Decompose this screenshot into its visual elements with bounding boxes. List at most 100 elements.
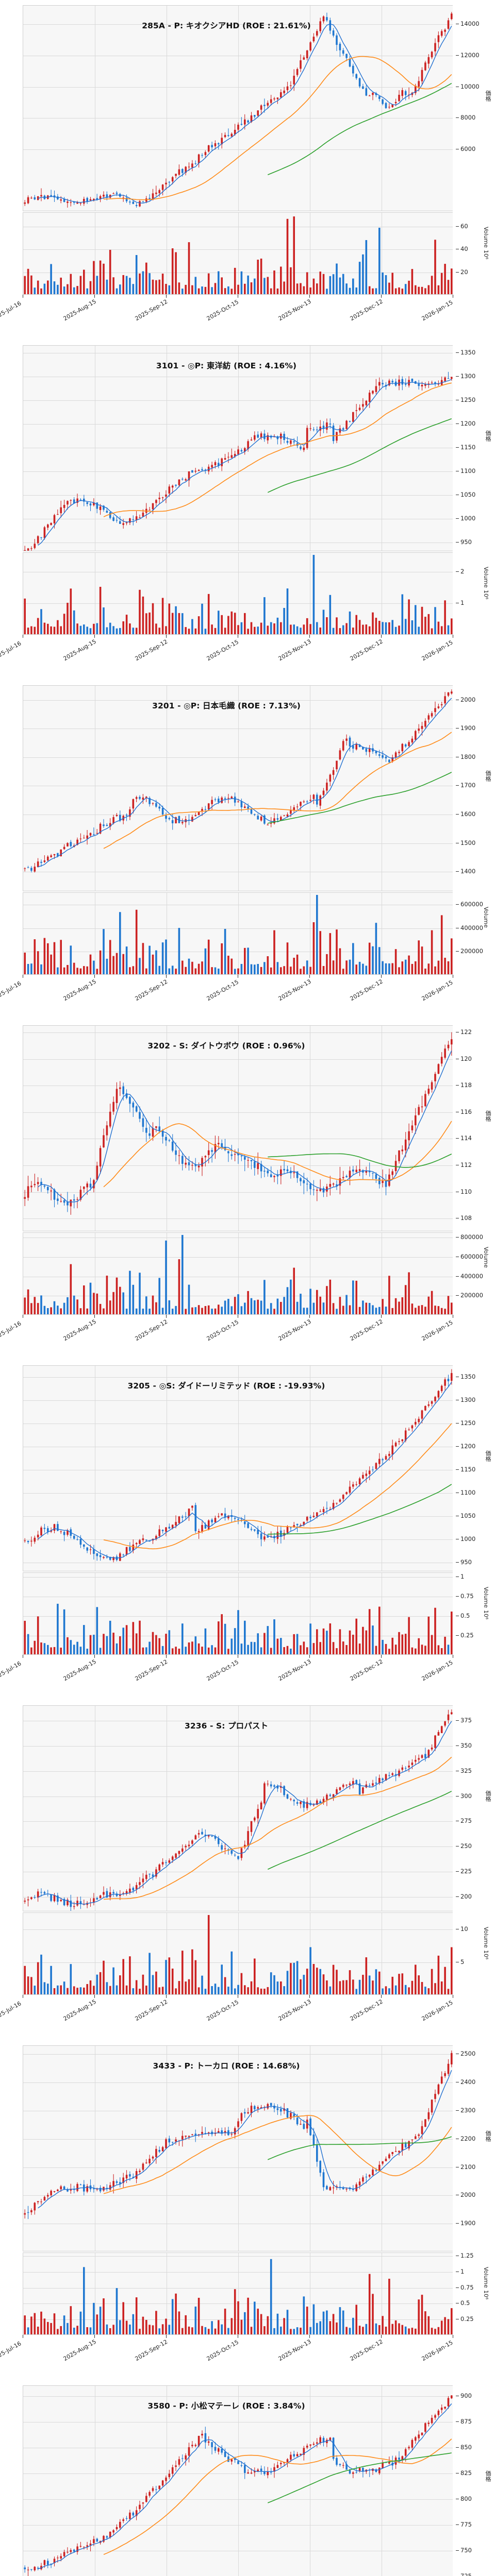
x-tick-label: 2025-Oct-15 xyxy=(205,1658,240,1683)
x-tick-mark xyxy=(309,295,310,298)
x-tick-mark xyxy=(94,2335,95,2338)
price-gridline xyxy=(23,757,453,758)
x-tick-mark xyxy=(166,1655,167,1658)
x-tick-label: 2025-Aug-15 xyxy=(62,1658,97,1683)
volume-tick-label: 200000 xyxy=(456,1292,483,1299)
price-tick-value: 1200 xyxy=(460,1443,476,1450)
tick-mark-icon xyxy=(456,904,459,905)
price-tick-label: 110 xyxy=(456,1188,472,1195)
x-tick-label: 2025-Oct-15 xyxy=(205,638,240,663)
ma5-line xyxy=(38,2070,452,2209)
x-tick-label: 2025-Jul-16 xyxy=(0,300,23,323)
stock-chart-3236: 3236 - S: プロパスト 200 225 250 275 300 325 350 375 5… xyxy=(0,1700,495,2040)
price-gridline xyxy=(23,1400,453,1401)
x-tick-label: 2025-Nov-13 xyxy=(277,1658,312,1683)
price-tick-value: 1250 xyxy=(460,396,476,403)
x-tick-mark xyxy=(381,975,382,978)
price-gridline-vertical xyxy=(238,2046,239,2251)
price-tick-value: 375 xyxy=(460,1717,472,1724)
price-tick-label: 375 xyxy=(456,1717,472,1724)
tick-mark-icon xyxy=(456,1469,459,1470)
tick-mark-icon xyxy=(456,1237,459,1238)
price-tick-label: 12000 xyxy=(456,52,480,59)
volume-tick-label: 0.75 xyxy=(456,2284,474,2291)
x-tick-label: 2025-Nov-13 xyxy=(277,638,312,663)
x-tick-mark xyxy=(381,1655,382,1658)
price-tick-label: 900 xyxy=(456,2392,472,2399)
price-tick-value: 2300 xyxy=(460,2107,476,2114)
price-tick-label: 1100 xyxy=(456,1489,475,1496)
price-panel xyxy=(23,685,453,891)
volume-tick-label: 40 xyxy=(456,245,468,252)
volume-tick-label: 0.25 xyxy=(456,1632,474,1639)
price-tick-value: 1150 xyxy=(460,443,476,451)
tick-mark-icon xyxy=(456,1138,459,1139)
price-tick-label: 1250 xyxy=(456,396,475,403)
volume-tick-label: 2 xyxy=(456,568,464,575)
price-panel xyxy=(23,1705,453,1911)
x-tick-label: 2025-Sep-12 xyxy=(134,978,169,1003)
ma5-line xyxy=(38,379,452,546)
volume-axis-label: Volume xyxy=(483,907,489,928)
price-tick-label: 2100 xyxy=(456,2163,475,2171)
price-gridline xyxy=(23,1059,453,1060)
candlestick-series xyxy=(24,1709,453,1911)
volume-tick-label: 400000 xyxy=(456,924,483,931)
price-tick-value: 1100 xyxy=(460,1489,476,1497)
price-gridline xyxy=(23,2525,453,2526)
ma25-line xyxy=(103,1756,452,1900)
price-panel xyxy=(23,1025,453,1231)
price-tick-value: 300 xyxy=(460,1792,472,1800)
price-tick-value: 1350 xyxy=(460,348,476,356)
tick-mark-icon xyxy=(456,447,459,448)
x-tick-label: 2025-Nov-13 xyxy=(277,978,312,1003)
tick-mark-icon xyxy=(456,2550,459,2551)
x-tick-label: 2025-Oct-15 xyxy=(205,1318,240,1343)
volume-panel xyxy=(23,2252,453,2335)
price-tick-label: 750 xyxy=(456,2547,472,2554)
price-tick-label: 120 xyxy=(456,1055,472,1062)
price-axis-label: 価格 xyxy=(485,2470,491,2482)
price-tick-value: 875 xyxy=(460,2418,472,2425)
volume-gridline xyxy=(23,1257,453,1258)
price-panel xyxy=(23,2385,453,2576)
x-tick-label: 2025-Sep-12 xyxy=(134,298,169,323)
x-tick-label: 2026-Jan-15 xyxy=(420,979,454,1003)
price-tick-value: 2200 xyxy=(460,2134,476,2142)
volume-gridline-vertical xyxy=(238,1233,239,1314)
price-tick-label: 1300 xyxy=(456,372,475,380)
tick-mark-icon xyxy=(456,2110,459,2111)
price-axis-label: 価格 xyxy=(485,1790,491,1802)
volume-gridline-vertical xyxy=(238,893,239,974)
tick-mark-icon xyxy=(456,423,459,424)
chart-title: 3580 - P: 小松マテーレ (ROE : 3.84%) xyxy=(147,2401,305,2411)
price-tick-label: 250 xyxy=(456,1842,472,1850)
price-gridline xyxy=(23,2054,453,2055)
candlestick-series xyxy=(24,1032,453,1215)
tick-mark-icon xyxy=(456,541,459,543)
price-tick-label: 108 xyxy=(456,1214,472,1222)
x-tick-mark xyxy=(309,975,310,978)
volume-gridline xyxy=(23,2287,453,2289)
price-tick-value: 116 xyxy=(460,1108,472,1115)
price-tick-value: 1200 xyxy=(460,419,476,427)
price-gridline xyxy=(23,2082,453,2083)
price-gridline xyxy=(23,2167,453,2168)
x-tick-label: 2025-Nov-13 xyxy=(277,1998,312,2023)
chart-title: 3101 - ◎P: 東洋紡 (ROE : 4.16%) xyxy=(156,361,297,370)
volume-axis-text: Volume xyxy=(483,1587,489,1608)
volume-gridline xyxy=(23,2272,453,2273)
price-tick-label: 1200 xyxy=(456,1443,475,1450)
price-tick-label: 225 xyxy=(456,1868,472,1875)
price-tick-value: 325 xyxy=(460,1767,472,1774)
volume-axis-text: Volume xyxy=(483,567,489,588)
x-tick-label: 2025-Jul-16 xyxy=(0,640,23,663)
price-tick-label: 1350 xyxy=(456,349,475,356)
volume-tick-value: 5 xyxy=(460,1958,465,1965)
x-tick-mark xyxy=(381,1995,382,1998)
price-gridline-vertical xyxy=(238,6,239,211)
volume-tick-label: 600000 xyxy=(456,901,483,908)
price-tick-value: 1800 xyxy=(460,753,476,760)
volume-tick-value: 60 xyxy=(460,222,468,230)
price-gridline xyxy=(23,843,453,844)
